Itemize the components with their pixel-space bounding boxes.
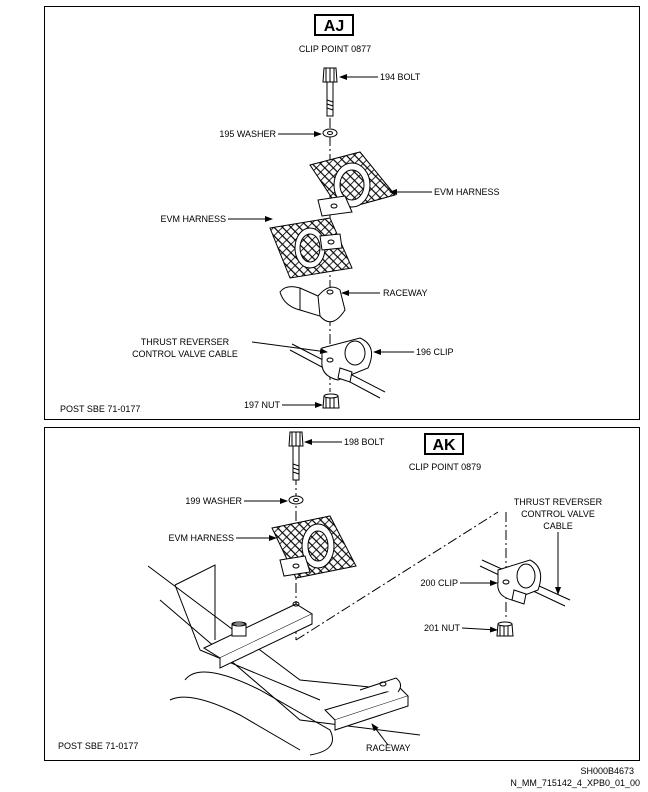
aj-upper-harness-icon	[309, 151, 396, 217]
aj-nut-icon	[322, 393, 340, 409]
ak-bolt-icon	[288, 431, 304, 481]
ak-label-cable-2: CONTROL VALVE	[521, 509, 595, 519]
ak-label-raceway: RACEWAY	[366, 743, 411, 753]
aj-lower-harness-icon	[269, 217, 353, 279]
aj-clip-icon	[321, 337, 373, 383]
aj-label-clip: 196 CLIP	[416, 347, 454, 357]
ak-badge: AK	[424, 433, 464, 455]
aj-drawing	[228, 67, 432, 409]
aj-footer: POST SBE 71-0177	[60, 404, 141, 414]
aj-label-cable-1: THRUST REVERSER	[140, 337, 230, 347]
ak-clip-icon	[497, 559, 542, 605]
ak-structure-icon	[147, 564, 421, 756]
aj-label-washer: 195 WASHER	[219, 129, 276, 139]
ak-drawing	[147, 431, 571, 756]
aj-label-nut: 197 NUT	[243, 400, 280, 410]
aj-raceway-icon	[279, 286, 346, 323]
aj-badge: AJ	[314, 14, 354, 36]
ak-label-washer: 199 WASHER	[185, 496, 242, 506]
aj-label-bolt: 194 BOLT	[380, 72, 421, 82]
ak-title: CLIP POINT 0879	[408, 462, 482, 472]
ak-footer: POST SBE 71-0177	[58, 741, 139, 751]
ak-label-cable-3: CABLE	[543, 521, 573, 531]
panel-aj	[44, 6, 640, 420]
aj-label-harness-left: EVM HARNESS	[160, 214, 226, 224]
file-code: N_MM_715142_4_XPB0_01_00	[510, 778, 640, 788]
ak-washer-icon	[288, 495, 304, 505]
ak-label-harness: EVM HARNESS	[168, 533, 234, 543]
ak-label-nut: 201 NUT	[423, 623, 460, 633]
aj-title: CLIP POINT 0877	[298, 44, 372, 54]
sheet-code: SH000B4673	[580, 766, 634, 776]
aj-label-harness-right: EVM HARNESS	[434, 187, 500, 197]
ak-label-clip: 200 CLIP	[420, 578, 458, 588]
ak-label-bolt: 198 BOLT	[344, 437, 385, 447]
aj-bolt-icon	[322, 67, 338, 117]
ak-label-cable-1: THRUST REVERSER	[513, 497, 603, 507]
aj-label-cable-2: CONTROL VALVE CABLE	[132, 349, 238, 359]
aj-label-raceway: RACEWAY	[383, 288, 428, 298]
ak-harness-icon	[271, 515, 357, 579]
panel-ak	[44, 427, 640, 761]
aj-washer-icon	[322, 128, 338, 138]
ak-nut-icon	[496, 621, 514, 637]
